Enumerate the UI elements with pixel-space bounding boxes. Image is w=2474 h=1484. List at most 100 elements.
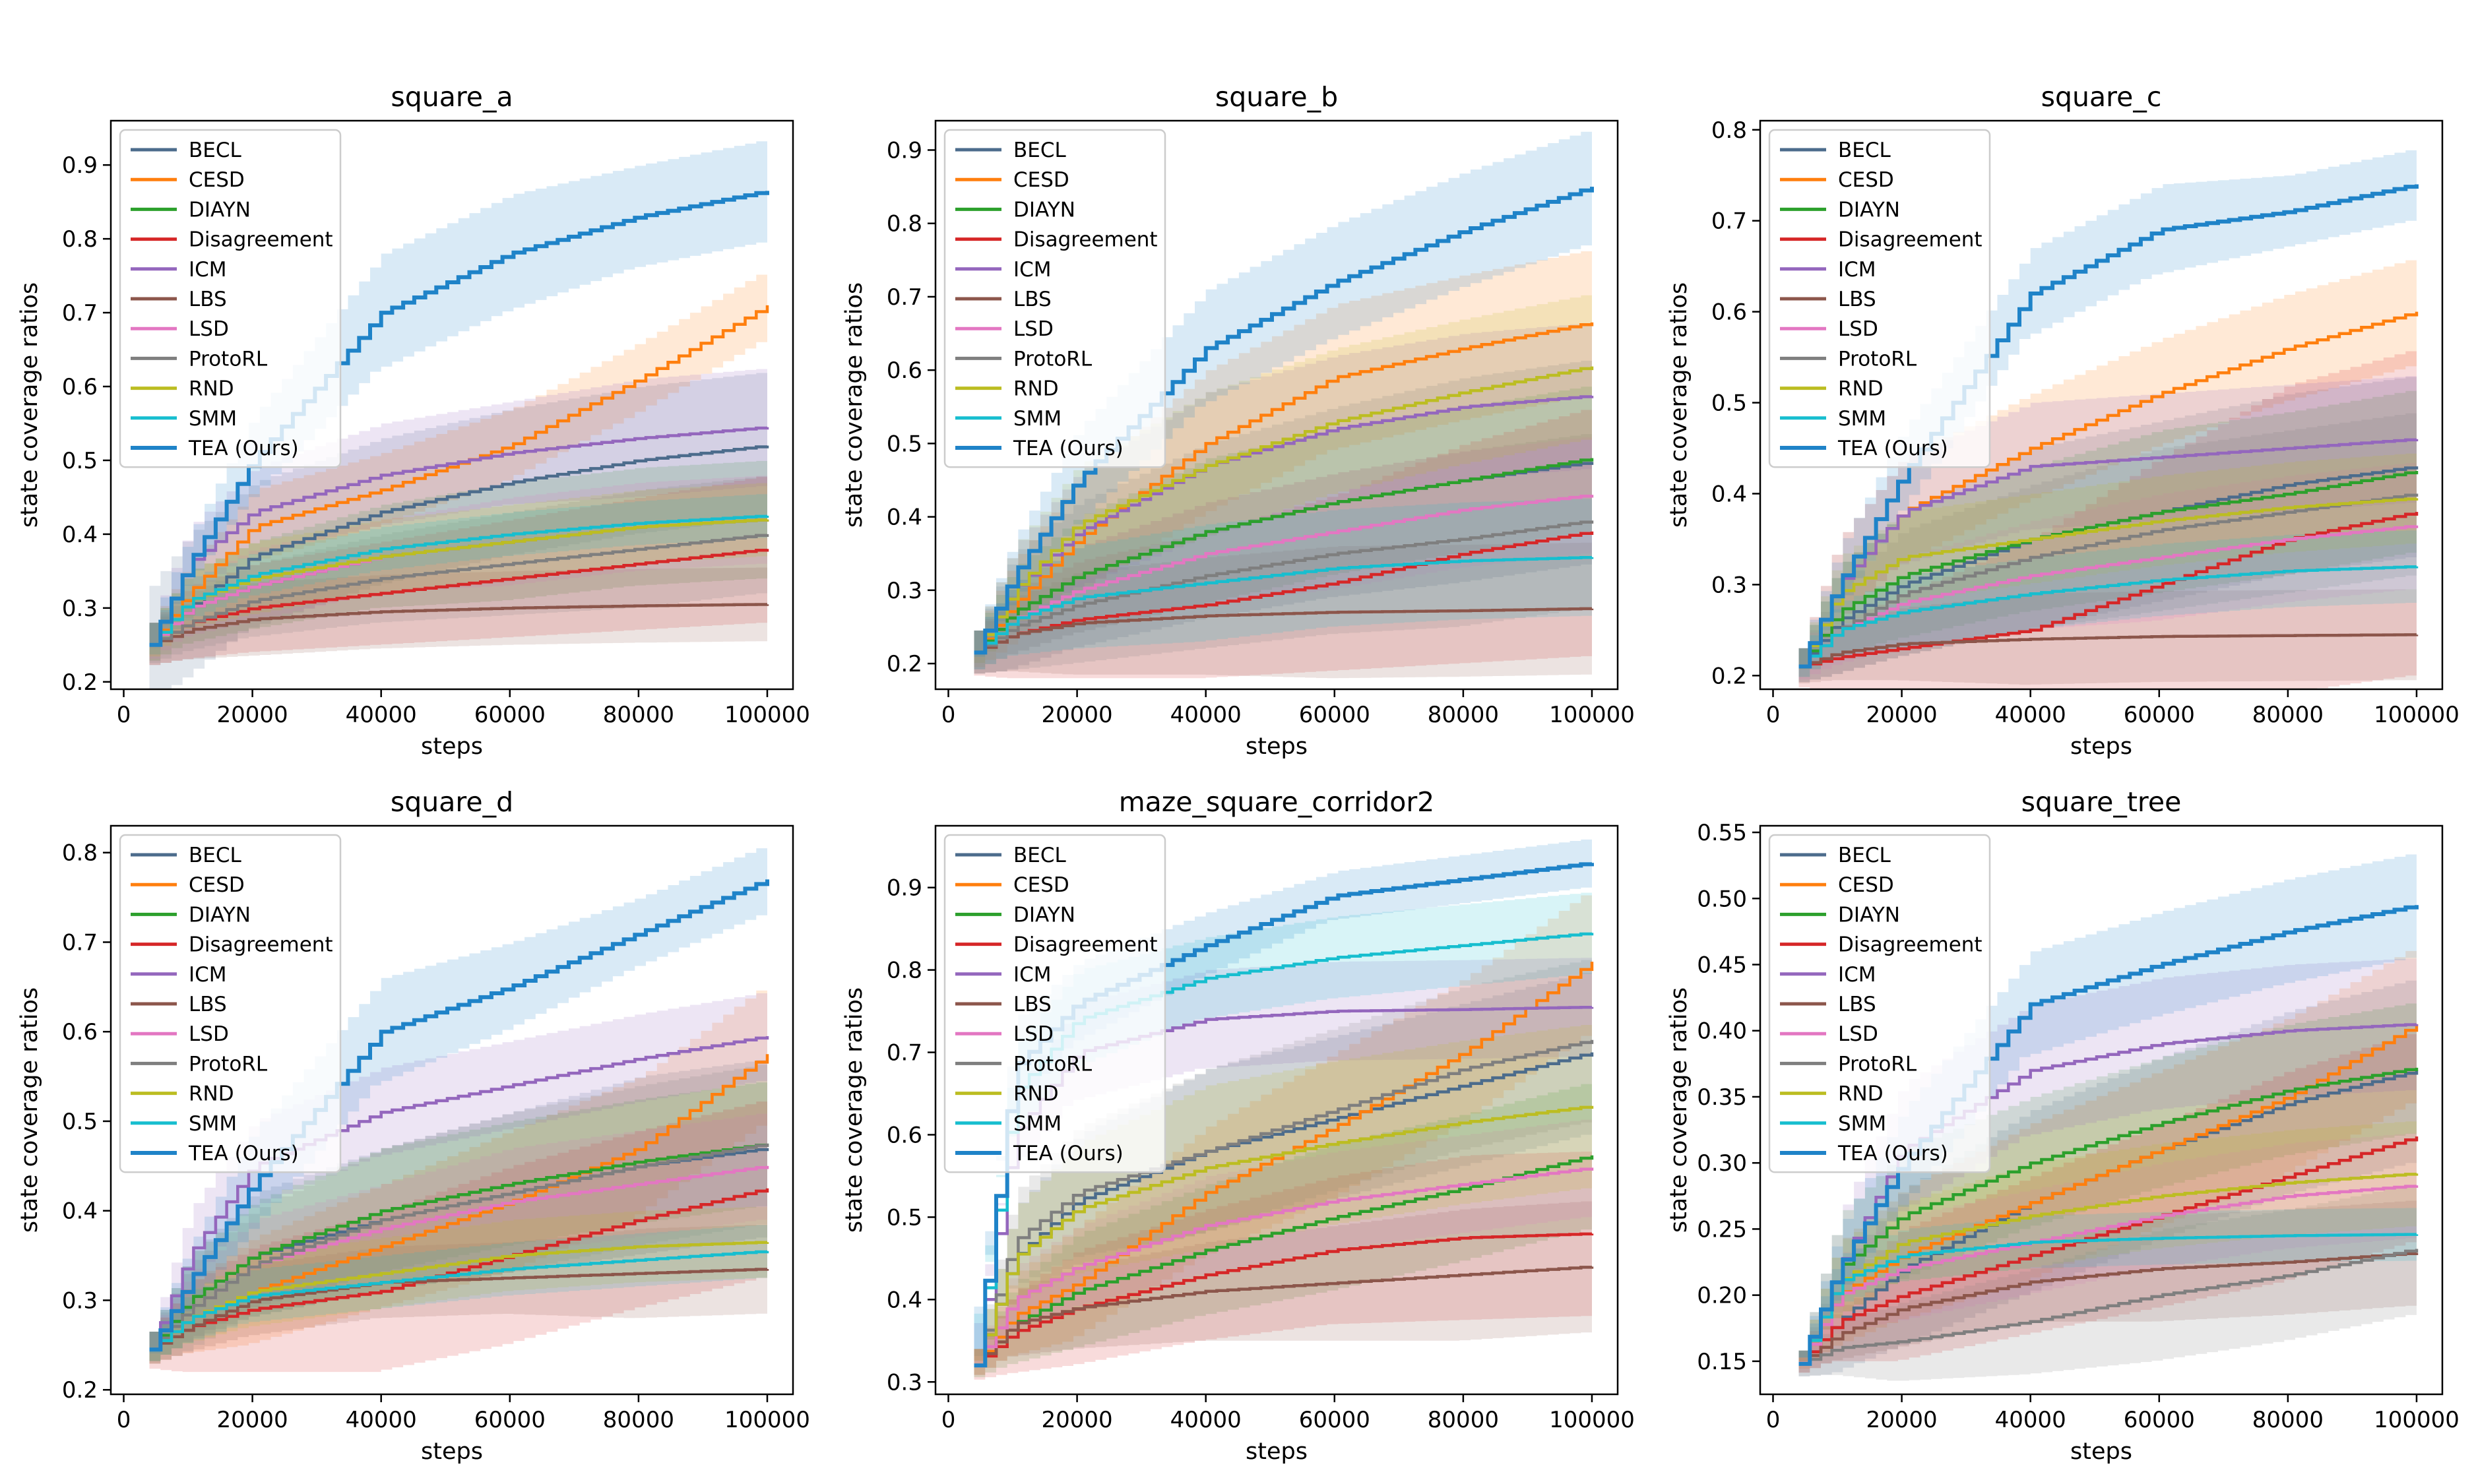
legend-label: TEA (Ours)	[1837, 437, 1948, 460]
series-disagreement	[1798, 1136, 2419, 1366]
plot-frame	[1759, 119, 2444, 691]
legend-label: CESD	[189, 168, 245, 192]
x-tick-label: 100000	[2374, 1407, 2459, 1433]
y-tick-label: 0.7	[1711, 208, 1747, 235]
legend-label: ProtoRL	[189, 1052, 268, 1076]
legend-label: RND	[1013, 1082, 1059, 1106]
y-tick-label: 0.30	[1697, 1150, 1747, 1177]
y-axis-label: state coverage ratios	[1666, 987, 1692, 1233]
y-tick-label: 0.4	[1711, 481, 1747, 507]
legend-label: RND	[1838, 377, 1884, 401]
x-tick-label: 80000	[2252, 1407, 2324, 1433]
legend-label: LSD	[1838, 317, 1878, 341]
x-tick-label: 20000	[1866, 702, 1938, 728]
series-disagreement	[149, 1188, 769, 1351]
chart-title: square_c	[2041, 81, 2162, 113]
series-smm	[1798, 1233, 2419, 1366]
legend-label: SMM	[189, 407, 237, 431]
y-axis-label: state coverage ratios	[16, 282, 43, 528]
band-becl	[149, 371, 767, 689]
series-rnd	[974, 366, 1594, 654]
legend-label: CESD	[1838, 168, 1894, 192]
series-diayn	[1798, 1067, 2419, 1366]
x-tick-label: 60000	[2124, 702, 2195, 728]
y-tick-label: 0.9	[62, 152, 98, 179]
legend-label: TEA (Ours)	[1837, 1142, 1948, 1165]
legend-label: BECL	[1838, 139, 1891, 162]
x-tick-label: 80000	[603, 702, 674, 728]
series-tea-ours-	[149, 879, 769, 1352]
legend-label: LBS	[1013, 288, 1052, 311]
series-rnd	[1798, 1173, 2419, 1366]
legend-box	[1768, 834, 1991, 1173]
legend-box	[943, 834, 1166, 1173]
legend-label: SMM	[1838, 1112, 1886, 1136]
y-tick-label: 0.5	[62, 1109, 98, 1135]
legend-label: TEA (Ours)	[188, 437, 299, 460]
legend-label: Disagreement	[189, 933, 333, 957]
y-tick-label: 0.2	[62, 669, 98, 696]
legend: BECL CESD DIAYN Disagreement ICM LBS LSD ProtoR…	[119, 129, 342, 468]
y-tick-label: 0.4	[62, 1198, 98, 1225]
legend-label: RND	[189, 1082, 234, 1106]
chart-title: square_b	[1215, 81, 1338, 113]
band-smm	[149, 1224, 767, 1368]
plot-content	[1798, 148, 2419, 689]
plot-content	[149, 139, 769, 689]
legend-label: TEA (Ours)	[188, 1142, 299, 1165]
legend-label: LBS	[189, 288, 227, 311]
series-protorl	[974, 1039, 1594, 1367]
legend-label: SMM	[1013, 1112, 1062, 1136]
y-tick-label: 0.2	[62, 1377, 98, 1404]
legend-label: ProtoRL	[1838, 1052, 1917, 1076]
y-tick-label: 0.50	[1697, 886, 1747, 912]
y-tick-label: 0.9	[887, 875, 922, 902]
band-lbs	[974, 1200, 1592, 1382]
legend-label: RND	[1013, 377, 1059, 401]
legend-label: BECL	[1838, 844, 1891, 867]
legend-label: DIAYN	[1013, 903, 1075, 927]
legend-label: LSD	[1013, 317, 1054, 341]
chart-panel-4: 0 20000 40000 60000 80000 100000 0.2 0.3 0.4 0.5 0…	[16, 786, 810, 1465]
y-tick-label: 0.3	[887, 1369, 922, 1396]
series-icm	[1798, 438, 2419, 668]
plot-content	[974, 128, 1594, 679]
y-axis-label: state coverage ratios	[841, 987, 868, 1233]
legend-label: ProtoRL	[1838, 347, 1917, 371]
legend-label: LSD	[1013, 1022, 1054, 1046]
legend-label: LSD	[189, 1022, 229, 1046]
legend-label: Disagreement	[1838, 933, 1982, 957]
series-icm	[149, 426, 769, 647]
legend-label: ICM	[189, 963, 227, 987]
y-tick-label: 0.4	[62, 522, 98, 548]
series-lbs	[149, 1268, 769, 1351]
x-tick-label: 40000	[1170, 1407, 1242, 1433]
x-tick-label: 80000	[1428, 702, 1499, 728]
y-tick-label: 0.5	[887, 1204, 922, 1231]
x-tick-label: 60000	[474, 702, 546, 728]
y-tick-label: 0.6	[62, 374, 98, 400]
band-cesd	[1798, 257, 2417, 685]
legend-label: RND	[189, 377, 234, 401]
legend-label: ICM	[1838, 258, 1876, 282]
legend: BECL CESD DIAYN Disagreement ICM LBS LSD ProtoR…	[943, 834, 1166, 1173]
y-tick-label: 0.8	[62, 226, 98, 253]
legend-label: DIAYN	[1838, 198, 1900, 222]
legend-label: DIAYN	[1838, 903, 1900, 927]
band-tea-ours-	[149, 139, 767, 667]
y-axis-label: state coverage ratios	[1666, 282, 1692, 528]
legend: BECL CESD DIAYN Disagreement ICM LBS LSD ProtoR…	[119, 834, 342, 1173]
series-diayn	[974, 458, 1594, 654]
x-tick-label: 20000	[217, 702, 288, 728]
x-tick-label: 100000	[724, 1407, 810, 1433]
x-tick-label: 100000	[1549, 702, 1635, 728]
series-smm	[149, 1250, 769, 1351]
chart-panel-6: 0 20000 40000 60000 80000 100000 0.15 0.20 0.25 0…	[1666, 786, 2459, 1465]
y-axis-label: state coverage ratios	[16, 987, 43, 1233]
y-tick-label: 0.35	[1697, 1084, 1747, 1111]
legend-label: SMM	[189, 1112, 237, 1136]
legend: BECL CESD DIAYN Disagreement ICM LBS LSD ProtoR…	[1768, 129, 1991, 468]
legend: BECL CESD DIAYN Disagreement ICM LBS LSD ProtoR…	[1768, 834, 1991, 1173]
x-axis-label: steps	[1246, 1438, 1308, 1465]
series-lbs	[149, 603, 769, 647]
